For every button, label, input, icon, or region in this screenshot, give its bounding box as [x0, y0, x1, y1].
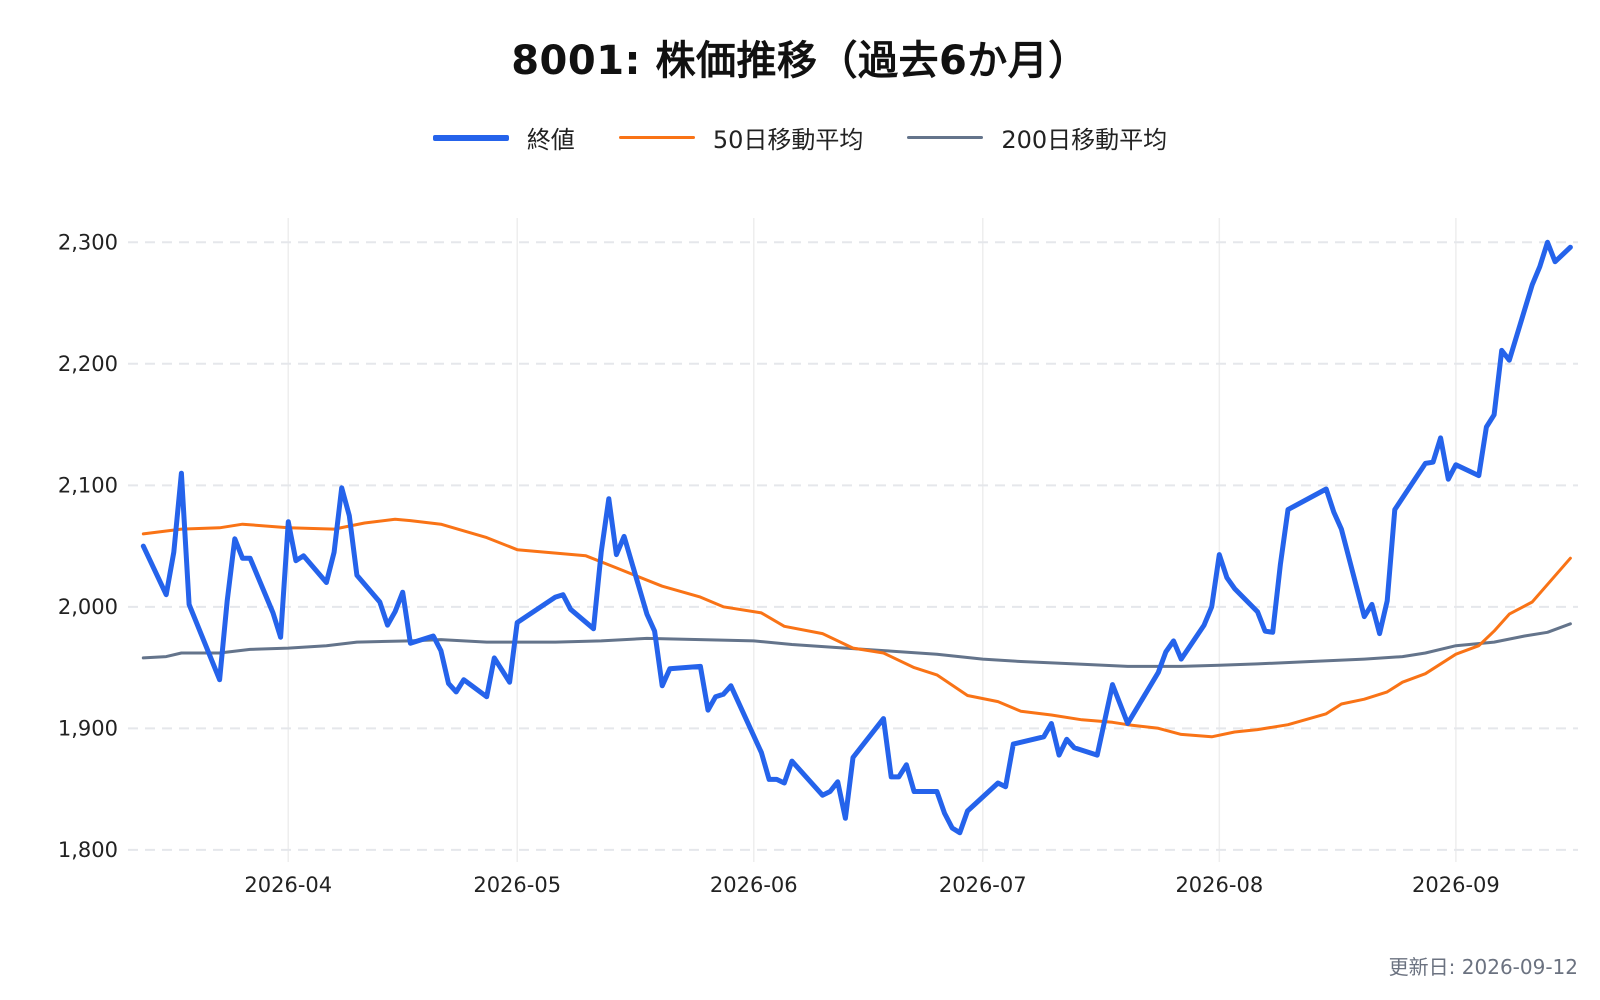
chart-title: 8001: 株価推移（過去6か月） — [511, 38, 1089, 84]
x-tick-label: 2026-09 — [1412, 873, 1500, 897]
legend-label-ma50: 50日移動平均 — [712, 126, 864, 154]
y-tick-label: 2,300 — [58, 230, 118, 254]
legend-swatch-ma200 — [907, 136, 984, 139]
legend-item-close[interactable]: 終値 — [432, 120, 575, 155]
y-tick-label: 2,100 — [58, 473, 118, 497]
x-tick-label: 2026-04 — [244, 873, 332, 897]
y-tick-label: 2,000 — [58, 595, 118, 619]
x-tick-label: 2026-05 — [473, 873, 561, 897]
chart-legend: 終値 50日移動平均 200日移動平均 — [0, 120, 1600, 155]
legend-label-ma200: 200日移動平均 — [1001, 126, 1168, 154]
y-tick-label: 1,800 — [58, 838, 118, 862]
x-tick-label: 2026-07 — [939, 873, 1027, 897]
legend-item-ma200[interactable]: 200日移動平均 — [907, 120, 1167, 155]
legend-label-close: 終値 — [526, 126, 575, 154]
updated-date-label: 更新日: 2026-09-12 — [1388, 955, 1578, 979]
legend-swatch-ma50 — [618, 136, 695, 139]
x-tick-label: 2026-06 — [710, 873, 798, 897]
series-line-ma200[interactable] — [141, 622, 1572, 668]
axis-layer: 2026-04 2026-05 2026-06 2026-07 2026-08 2026-… — [58, 230, 1500, 897]
series-layer — [140, 239, 1573, 836]
legend-item-ma50[interactable]: 50日移動平均 — [618, 120, 864, 155]
series-line-ma50[interactable] — [141, 517, 1572, 739]
y-tick-label: 2,200 — [58, 352, 118, 376]
legend-swatch-close — [432, 134, 509, 141]
x-tick-label: 2026-08 — [1175, 873, 1263, 897]
series-line-close[interactable] — [140, 239, 1573, 836]
y-tick-label: 1,900 — [58, 716, 118, 740]
